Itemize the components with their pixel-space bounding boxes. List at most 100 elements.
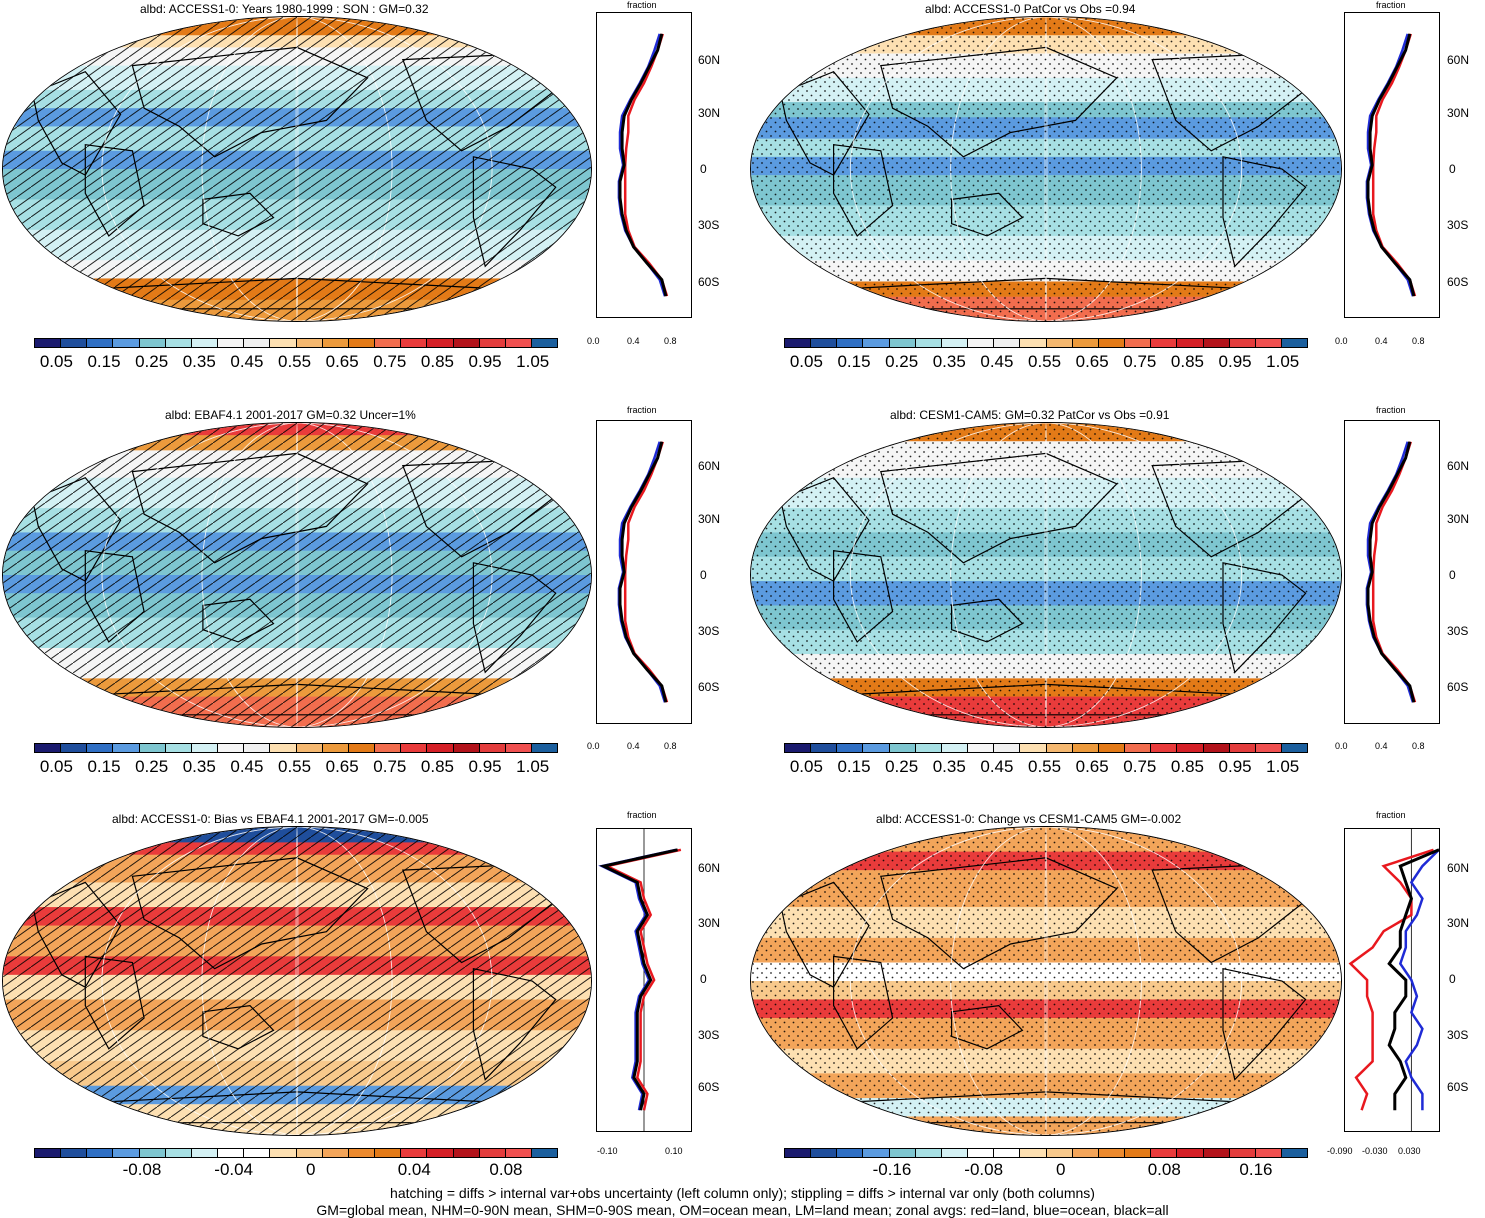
colorbar-swatch bbox=[863, 339, 890, 347]
map-title: albd: ACCESS1-0 PatCor vs Obs =0.94 bbox=[925, 2, 1136, 16]
significance-overlay bbox=[751, 17, 1341, 321]
colorbar-swatch bbox=[270, 339, 297, 347]
footer-note-legend: GM=global mean, NHM=0-90N mean, SHM=0-90… bbox=[316, 1202, 1169, 1218]
colorbar-label: 0.04 bbox=[397, 1160, 431, 1179]
zonal-profile-plot bbox=[1365, 33, 1417, 297]
colorbar-swatch bbox=[968, 339, 995, 347]
colorbar-swatch bbox=[1229, 744, 1256, 752]
lat-tick: 60N bbox=[1447, 459, 1470, 473]
colorbar-label: 0.35 bbox=[182, 352, 216, 371]
lat-tick: 30S bbox=[698, 624, 720, 638]
colorbar-swatch bbox=[479, 1149, 506, 1157]
colorbar-label: -0.08 bbox=[122, 1160, 162, 1179]
lat-tick: 60S bbox=[1447, 680, 1469, 694]
colorbar-label: -0.16 bbox=[872, 1160, 912, 1179]
colorbar-swatch bbox=[479, 744, 506, 752]
colorbar-swatch bbox=[375, 1149, 402, 1157]
colorbar-swatch bbox=[1046, 744, 1073, 752]
zonal-profile bbox=[1344, 828, 1440, 1132]
zonal-avg-line bbox=[1398, 848, 1439, 1111]
colorbar-swatch bbox=[113, 744, 140, 752]
lat-tick: 60S bbox=[1447, 275, 1469, 289]
zonal-profile-plot bbox=[617, 33, 669, 297]
colorbar-swatch bbox=[1125, 744, 1152, 752]
lat-tick: 30N bbox=[698, 512, 721, 526]
colorbar-swatch bbox=[1255, 744, 1282, 752]
colorbar-swatch bbox=[531, 339, 558, 347]
x-tick: -0.030 bbox=[1362, 1146, 1388, 1156]
lat-tick: 60N bbox=[1447, 861, 1470, 875]
colorbar-swatch bbox=[35, 339, 62, 347]
colorbar-swatch bbox=[837, 339, 864, 347]
zonal-profile bbox=[1344, 12, 1440, 318]
colorbar-swatch bbox=[87, 744, 114, 752]
colorbar-swatch bbox=[889, 744, 916, 752]
x-tick: 0.0 bbox=[587, 336, 600, 346]
lat-tick: 30S bbox=[1447, 1028, 1469, 1042]
profile-axis-label: fraction bbox=[627, 810, 657, 820]
colorbar-swatch bbox=[1151, 744, 1178, 752]
significance-overlay bbox=[3, 827, 591, 1135]
colorbar-swatch bbox=[811, 744, 838, 752]
colorbar-swatch bbox=[322, 1149, 349, 1157]
significance-overlay bbox=[3, 423, 591, 727]
colorbar-swatch bbox=[1203, 339, 1230, 347]
colorbar-swatch bbox=[348, 744, 376, 752]
lat-tick: 30S bbox=[1447, 624, 1469, 638]
lat-tick: 30S bbox=[1447, 218, 1469, 232]
map-field bbox=[751, 423, 1341, 727]
colorbar-swatch bbox=[322, 744, 349, 752]
colorbar-swatch bbox=[1203, 744, 1230, 752]
lat-tick: 30N bbox=[698, 106, 721, 120]
map-ebaf bbox=[2, 422, 592, 728]
colorbar-swatch bbox=[61, 339, 88, 347]
colorbar-swatch bbox=[87, 339, 114, 347]
x-tick: 0.0 bbox=[1335, 336, 1348, 346]
colorbar-swatch bbox=[968, 744, 995, 752]
colorbar-swatch bbox=[35, 744, 62, 752]
colorbar-label: 1.05 bbox=[1266, 757, 1300, 776]
x-tick: 0.10 bbox=[665, 1146, 683, 1156]
map-access-patcor bbox=[750, 16, 1342, 322]
colorbar-swatch bbox=[915, 339, 942, 347]
colorbar-swatch bbox=[1020, 1149, 1047, 1157]
lat-tick: 60S bbox=[1447, 1080, 1469, 1094]
colorbar-swatch bbox=[453, 339, 480, 347]
x-tick: 0.030 bbox=[1398, 1146, 1421, 1156]
colorbar-label: 0.65 bbox=[1075, 352, 1109, 371]
colorbar-label: 0.75 bbox=[373, 352, 407, 371]
colorbar-swatch bbox=[244, 1149, 271, 1157]
colorbar bbox=[784, 338, 1308, 348]
lat-tick: 0 bbox=[1449, 972, 1456, 986]
colorbar-label: 1.05 bbox=[516, 757, 550, 776]
profile-axis-label: fraction bbox=[627, 405, 657, 415]
colorbar-label: 0.05 bbox=[39, 757, 73, 776]
colorbar bbox=[34, 338, 558, 348]
colorbar-label: 0.75 bbox=[1123, 352, 1157, 371]
colorbar-swatch bbox=[218, 744, 245, 752]
colorbar-label: 0.35 bbox=[182, 757, 216, 776]
colorbar-label: 1.05 bbox=[516, 352, 550, 371]
zonal-profile bbox=[596, 12, 692, 318]
zonal-profile-plot bbox=[1348, 829, 1439, 1131]
colorbar-swatch bbox=[453, 744, 480, 752]
colorbar-swatch bbox=[427, 744, 454, 752]
map-field bbox=[751, 17, 1341, 321]
map-field bbox=[3, 827, 591, 1135]
colorbar-swatch bbox=[1229, 1149, 1256, 1157]
x-tick: 0.8 bbox=[1412, 741, 1425, 751]
colorbar-label: 0 bbox=[1056, 1160, 1066, 1179]
colorbar-swatch bbox=[1020, 339, 1047, 347]
colorbar-swatch bbox=[165, 1149, 192, 1157]
lat-tick: 0 bbox=[1449, 162, 1456, 176]
colorbar-swatch bbox=[941, 339, 969, 347]
colorbar-swatch bbox=[1177, 744, 1204, 752]
colorbar-label: 0.95 bbox=[1218, 757, 1252, 776]
significance-overlay bbox=[751, 827, 1341, 1135]
colorbar-swatch bbox=[915, 1149, 942, 1157]
zonal-avg-line bbox=[618, 441, 668, 703]
colorbar-label: 0.55 bbox=[278, 352, 312, 371]
colorbar-swatch bbox=[427, 1149, 454, 1157]
colorbar-swatch bbox=[1203, 1149, 1230, 1157]
colorbar-swatch bbox=[165, 339, 192, 347]
